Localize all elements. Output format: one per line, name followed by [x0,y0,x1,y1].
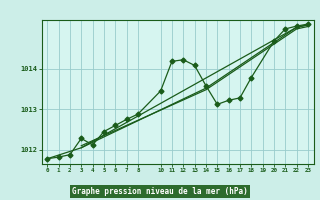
Text: Graphe pression niveau de la mer (hPa): Graphe pression niveau de la mer (hPa) [72,187,248,196]
